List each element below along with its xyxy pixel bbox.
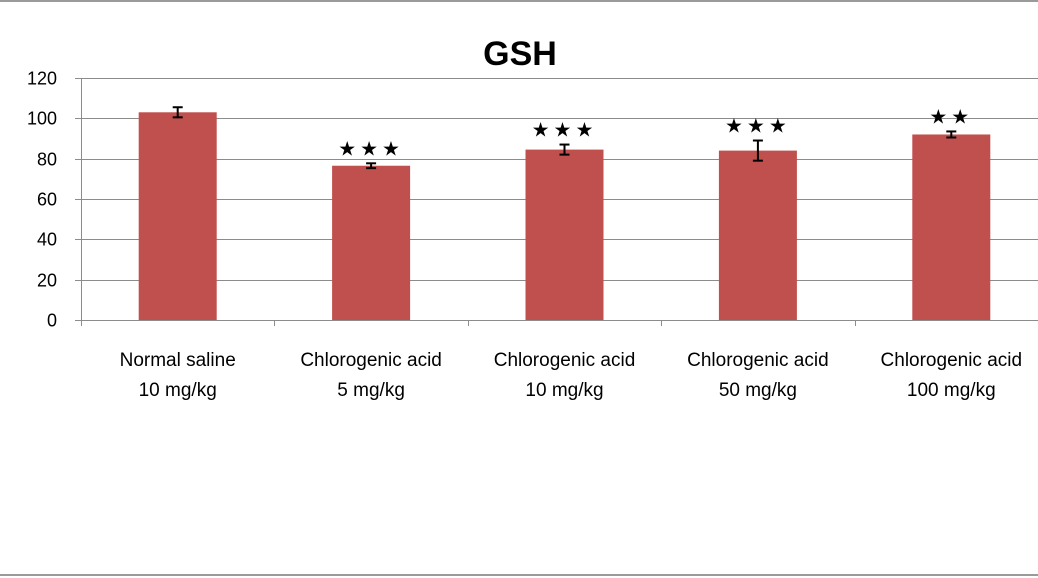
- significance-marker: ★★★: [725, 114, 791, 138]
- significance-markers: ★★★★★★ ★★★ ★★: [338, 104, 973, 160]
- significance-marker: ★★★: [338, 136, 404, 160]
- error-bars: [172, 106, 957, 170]
- x-tick-label: 100 mg/kg: [907, 380, 996, 401]
- x-tick-labels: Normal saline 10 mg/kg Chlorogenic acid 5 m…: [120, 350, 1022, 401]
- x-tick-label: Chlorogenic acid: [494, 350, 636, 371]
- y-tick-label: 40: [37, 230, 57, 250]
- y-tick-label: 100: [27, 109, 57, 129]
- x-tick-label: 10 mg/kg: [525, 380, 603, 401]
- bar: [525, 149, 604, 320]
- bar: [332, 165, 411, 320]
- x-tick-label: 10 mg/kg: [139, 380, 217, 401]
- x-tick-label: Normal saline: [120, 350, 236, 371]
- significance-marker: ★★: [929, 104, 973, 128]
- x-tick-label: 5 mg/kg: [337, 380, 405, 401]
- y-tick-label: 80: [37, 150, 57, 170]
- x-tick-label: Chlorogenic acid: [687, 350, 829, 371]
- x-tick-label: Chlorogenic acid: [881, 350, 1023, 371]
- y-tick-label: 120: [27, 69, 57, 89]
- bars: [138, 112, 991, 321]
- y-tick-label: 20: [37, 271, 57, 291]
- axes: [75, 78, 1038, 326]
- bar: [912, 134, 991, 320]
- bar: [138, 112, 217, 321]
- chart-title: GSH: [483, 35, 557, 73]
- y-tick-label: 0: [47, 311, 57, 331]
- x-tick-label: Chlorogenic acid: [300, 350, 442, 371]
- x-tick-label: 50 mg/kg: [719, 380, 797, 401]
- bar: [718, 150, 797, 320]
- significance-marker: ★★★: [532, 118, 598, 142]
- y-tick-labels: 0 20 40 60 80 100 120: [27, 69, 57, 331]
- y-tick-label: 60: [37, 190, 57, 210]
